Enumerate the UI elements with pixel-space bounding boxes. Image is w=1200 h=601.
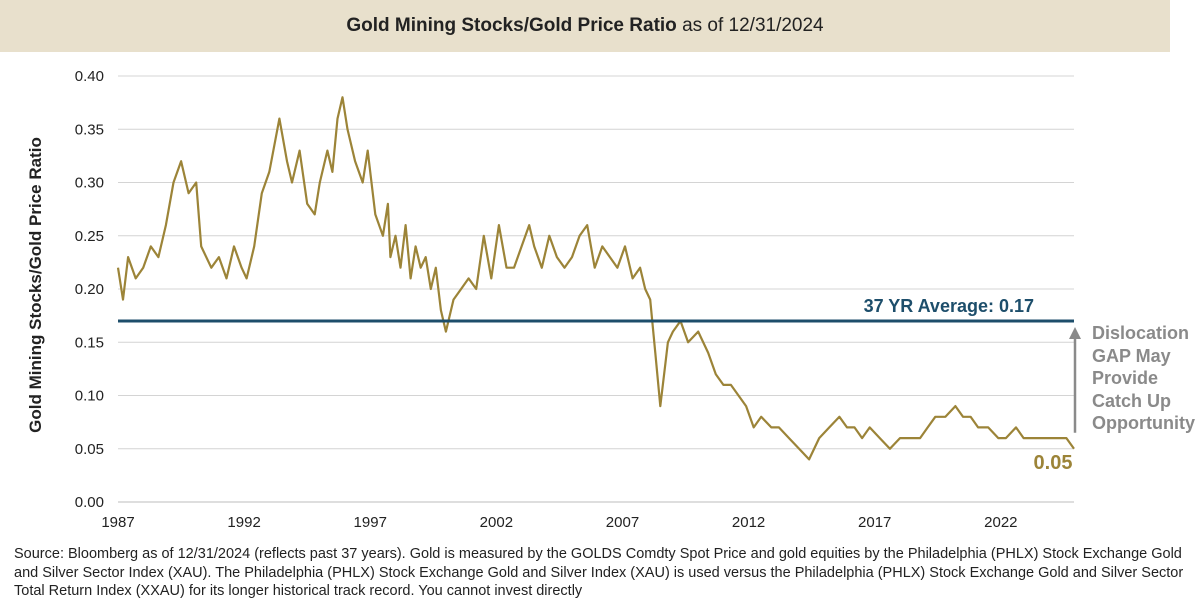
- source-footnote: Source: Bloomberg as of 12/31/2024 (refl…: [14, 546, 1184, 599]
- chart-title-date: as of 12/31/2024: [682, 15, 824, 36]
- x-tick-label: 2002: [480, 514, 513, 531]
- series-layer: [116, 96, 1075, 461]
- y-tick-label: 0.10: [75, 388, 104, 405]
- dislocation-line: GAP May: [1092, 345, 1171, 366]
- dislocation-line: Dislocation: [1092, 323, 1190, 343]
- x-tick-label: 1987: [101, 514, 134, 531]
- y-tick-label: 0.25: [75, 228, 104, 245]
- y-axis-label: Gold Mining Stocks/Gold Price Ratio: [26, 137, 45, 433]
- series-line: [116, 96, 1075, 461]
- x-axis: 1987 1992 1997 2002 2007 2012 2017 2022: [101, 514, 1017, 531]
- y-tick-label: 0.00: [75, 494, 104, 511]
- y-tick-label: 0.30: [75, 175, 104, 192]
- y-tick-label: 0.20: [75, 281, 104, 298]
- dislocation-arrow: [1069, 326, 1081, 433]
- y-tick-label: 0.40: [75, 68, 104, 85]
- chart-title-main: Gold Mining Stocks/Gold Price Ratio: [346, 15, 677, 36]
- y-tick-label: 0.05: [75, 441, 104, 458]
- x-tick-label: 2007: [606, 514, 639, 531]
- dislocation-annotation: Dislocation GAP May Provide Catch Up Opp…: [1092, 322, 1200, 435]
- average-label: 37 YR Average: 0.17: [864, 296, 1034, 316]
- x-tick-label: 2017: [858, 514, 891, 531]
- dislocation-line: Catch Up: [1092, 390, 1172, 411]
- dislocation-line: Provide: [1092, 368, 1159, 388]
- dislocation-line: Opportunity: [1092, 413, 1195, 433]
- y-tick-label: 0.15: [75, 334, 104, 351]
- x-tick-label: 1997: [354, 514, 387, 531]
- x-tick-label: 2022: [984, 514, 1017, 531]
- y-tick-label: 0.35: [75, 121, 104, 138]
- grid-layer: [118, 75, 1074, 503]
- end-value-label: 0.05: [1034, 452, 1073, 474]
- chart-title-banner: Gold Mining Stocks/Gold Price Ratio as o…: [0, 0, 1170, 52]
- y-axis: 0.00 0.05 0.10 0.15 0.20 0.25 0.30 0.35 0.40: [75, 68, 104, 511]
- x-tick-label: 2012: [732, 514, 765, 531]
- arrow-head-icon: [1069, 326, 1081, 339]
- x-tick-label: 1992: [227, 514, 260, 531]
